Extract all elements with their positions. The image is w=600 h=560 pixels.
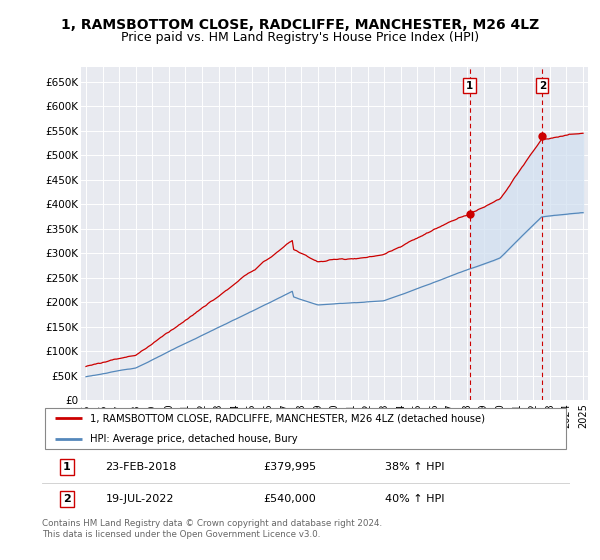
Text: 1: 1 (63, 462, 71, 472)
Text: 19-JUL-2022: 19-JUL-2022 (106, 494, 174, 504)
Text: 1, RAMSBOTTOM CLOSE, RADCLIFFE, MANCHESTER, M26 4LZ: 1, RAMSBOTTOM CLOSE, RADCLIFFE, MANCHEST… (61, 18, 539, 32)
Text: 40% ↑ HPI: 40% ↑ HPI (385, 494, 445, 504)
Text: £379,995: £379,995 (264, 462, 317, 472)
Text: £540,000: £540,000 (264, 494, 317, 504)
Text: 1, RAMSBOTTOM CLOSE, RADCLIFFE, MANCHESTER, M26 4LZ (detached house): 1, RAMSBOTTOM CLOSE, RADCLIFFE, MANCHEST… (89, 413, 485, 423)
Text: HPI: Average price, detached house, Bury: HPI: Average price, detached house, Bury (89, 433, 297, 444)
Text: 1: 1 (466, 81, 473, 91)
Text: 23-FEB-2018: 23-FEB-2018 (106, 462, 177, 472)
Text: 38% ↑ HPI: 38% ↑ HPI (385, 462, 445, 472)
Text: 2: 2 (63, 494, 71, 504)
Text: Contains HM Land Registry data © Crown copyright and database right 2024.
This d: Contains HM Land Registry data © Crown c… (42, 519, 382, 539)
FancyBboxPatch shape (44, 408, 566, 449)
Text: 2: 2 (539, 81, 546, 91)
Text: Price paid vs. HM Land Registry's House Price Index (HPI): Price paid vs. HM Land Registry's House … (121, 31, 479, 44)
